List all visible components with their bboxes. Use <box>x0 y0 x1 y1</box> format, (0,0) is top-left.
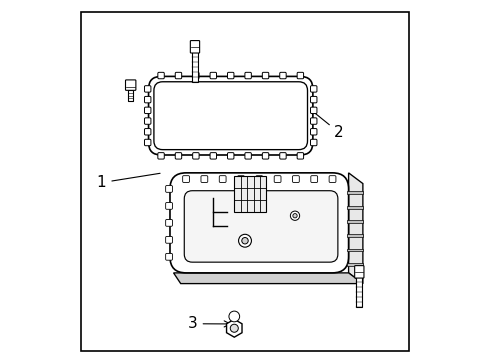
FancyBboxPatch shape <box>166 220 172 226</box>
FancyBboxPatch shape <box>175 72 182 79</box>
FancyBboxPatch shape <box>220 176 226 183</box>
FancyBboxPatch shape <box>193 72 199 79</box>
FancyBboxPatch shape <box>125 80 136 90</box>
Bar <box>356 277 363 307</box>
Polygon shape <box>226 319 242 337</box>
FancyBboxPatch shape <box>311 139 317 146</box>
FancyBboxPatch shape <box>158 72 164 79</box>
Polygon shape <box>348 173 363 284</box>
FancyBboxPatch shape <box>311 86 317 92</box>
Polygon shape <box>173 273 363 284</box>
FancyBboxPatch shape <box>175 153 182 159</box>
FancyBboxPatch shape <box>145 129 151 135</box>
FancyBboxPatch shape <box>184 191 338 262</box>
FancyBboxPatch shape <box>297 72 304 79</box>
FancyBboxPatch shape <box>256 176 263 183</box>
FancyBboxPatch shape <box>210 153 217 159</box>
FancyBboxPatch shape <box>148 76 313 155</box>
FancyBboxPatch shape <box>262 153 269 159</box>
FancyBboxPatch shape <box>166 185 172 192</box>
FancyBboxPatch shape <box>170 173 348 273</box>
Circle shape <box>239 234 251 247</box>
FancyBboxPatch shape <box>145 118 151 124</box>
FancyBboxPatch shape <box>158 153 164 159</box>
FancyBboxPatch shape <box>280 72 286 79</box>
FancyBboxPatch shape <box>227 153 234 159</box>
FancyBboxPatch shape <box>274 176 281 183</box>
FancyBboxPatch shape <box>262 72 269 79</box>
FancyBboxPatch shape <box>347 192 363 194</box>
FancyBboxPatch shape <box>311 96 317 103</box>
FancyBboxPatch shape <box>297 153 304 159</box>
FancyBboxPatch shape <box>347 249 363 251</box>
Circle shape <box>291 211 300 220</box>
FancyBboxPatch shape <box>193 153 199 159</box>
FancyBboxPatch shape <box>201 176 208 183</box>
FancyBboxPatch shape <box>347 220 363 223</box>
FancyBboxPatch shape <box>329 176 336 183</box>
FancyBboxPatch shape <box>293 176 299 183</box>
FancyBboxPatch shape <box>145 86 151 92</box>
FancyBboxPatch shape <box>355 266 364 278</box>
FancyBboxPatch shape <box>227 72 234 79</box>
FancyBboxPatch shape <box>166 237 172 243</box>
Bar <box>192 52 198 82</box>
Circle shape <box>229 311 240 322</box>
FancyBboxPatch shape <box>238 176 245 183</box>
Text: 3: 3 <box>188 316 230 331</box>
Text: 1: 1 <box>97 173 160 190</box>
FancyBboxPatch shape <box>311 107 317 113</box>
FancyBboxPatch shape <box>245 153 251 159</box>
FancyBboxPatch shape <box>145 96 151 103</box>
Circle shape <box>230 324 238 332</box>
FancyBboxPatch shape <box>347 206 363 208</box>
FancyBboxPatch shape <box>347 263 363 266</box>
FancyBboxPatch shape <box>166 253 172 260</box>
FancyBboxPatch shape <box>210 72 217 79</box>
FancyBboxPatch shape <box>311 118 317 124</box>
Circle shape <box>242 238 248 244</box>
Bar <box>128 90 133 102</box>
FancyBboxPatch shape <box>311 176 318 183</box>
Circle shape <box>293 213 297 218</box>
FancyBboxPatch shape <box>347 234 363 237</box>
FancyBboxPatch shape <box>245 72 251 79</box>
Text: 2: 2 <box>312 110 344 140</box>
FancyBboxPatch shape <box>183 176 190 183</box>
FancyBboxPatch shape <box>280 153 286 159</box>
FancyBboxPatch shape <box>190 41 199 53</box>
FancyBboxPatch shape <box>166 203 172 209</box>
FancyBboxPatch shape <box>311 129 317 135</box>
Bar <box>234 176 267 212</box>
FancyBboxPatch shape <box>145 139 151 146</box>
FancyBboxPatch shape <box>145 107 151 113</box>
